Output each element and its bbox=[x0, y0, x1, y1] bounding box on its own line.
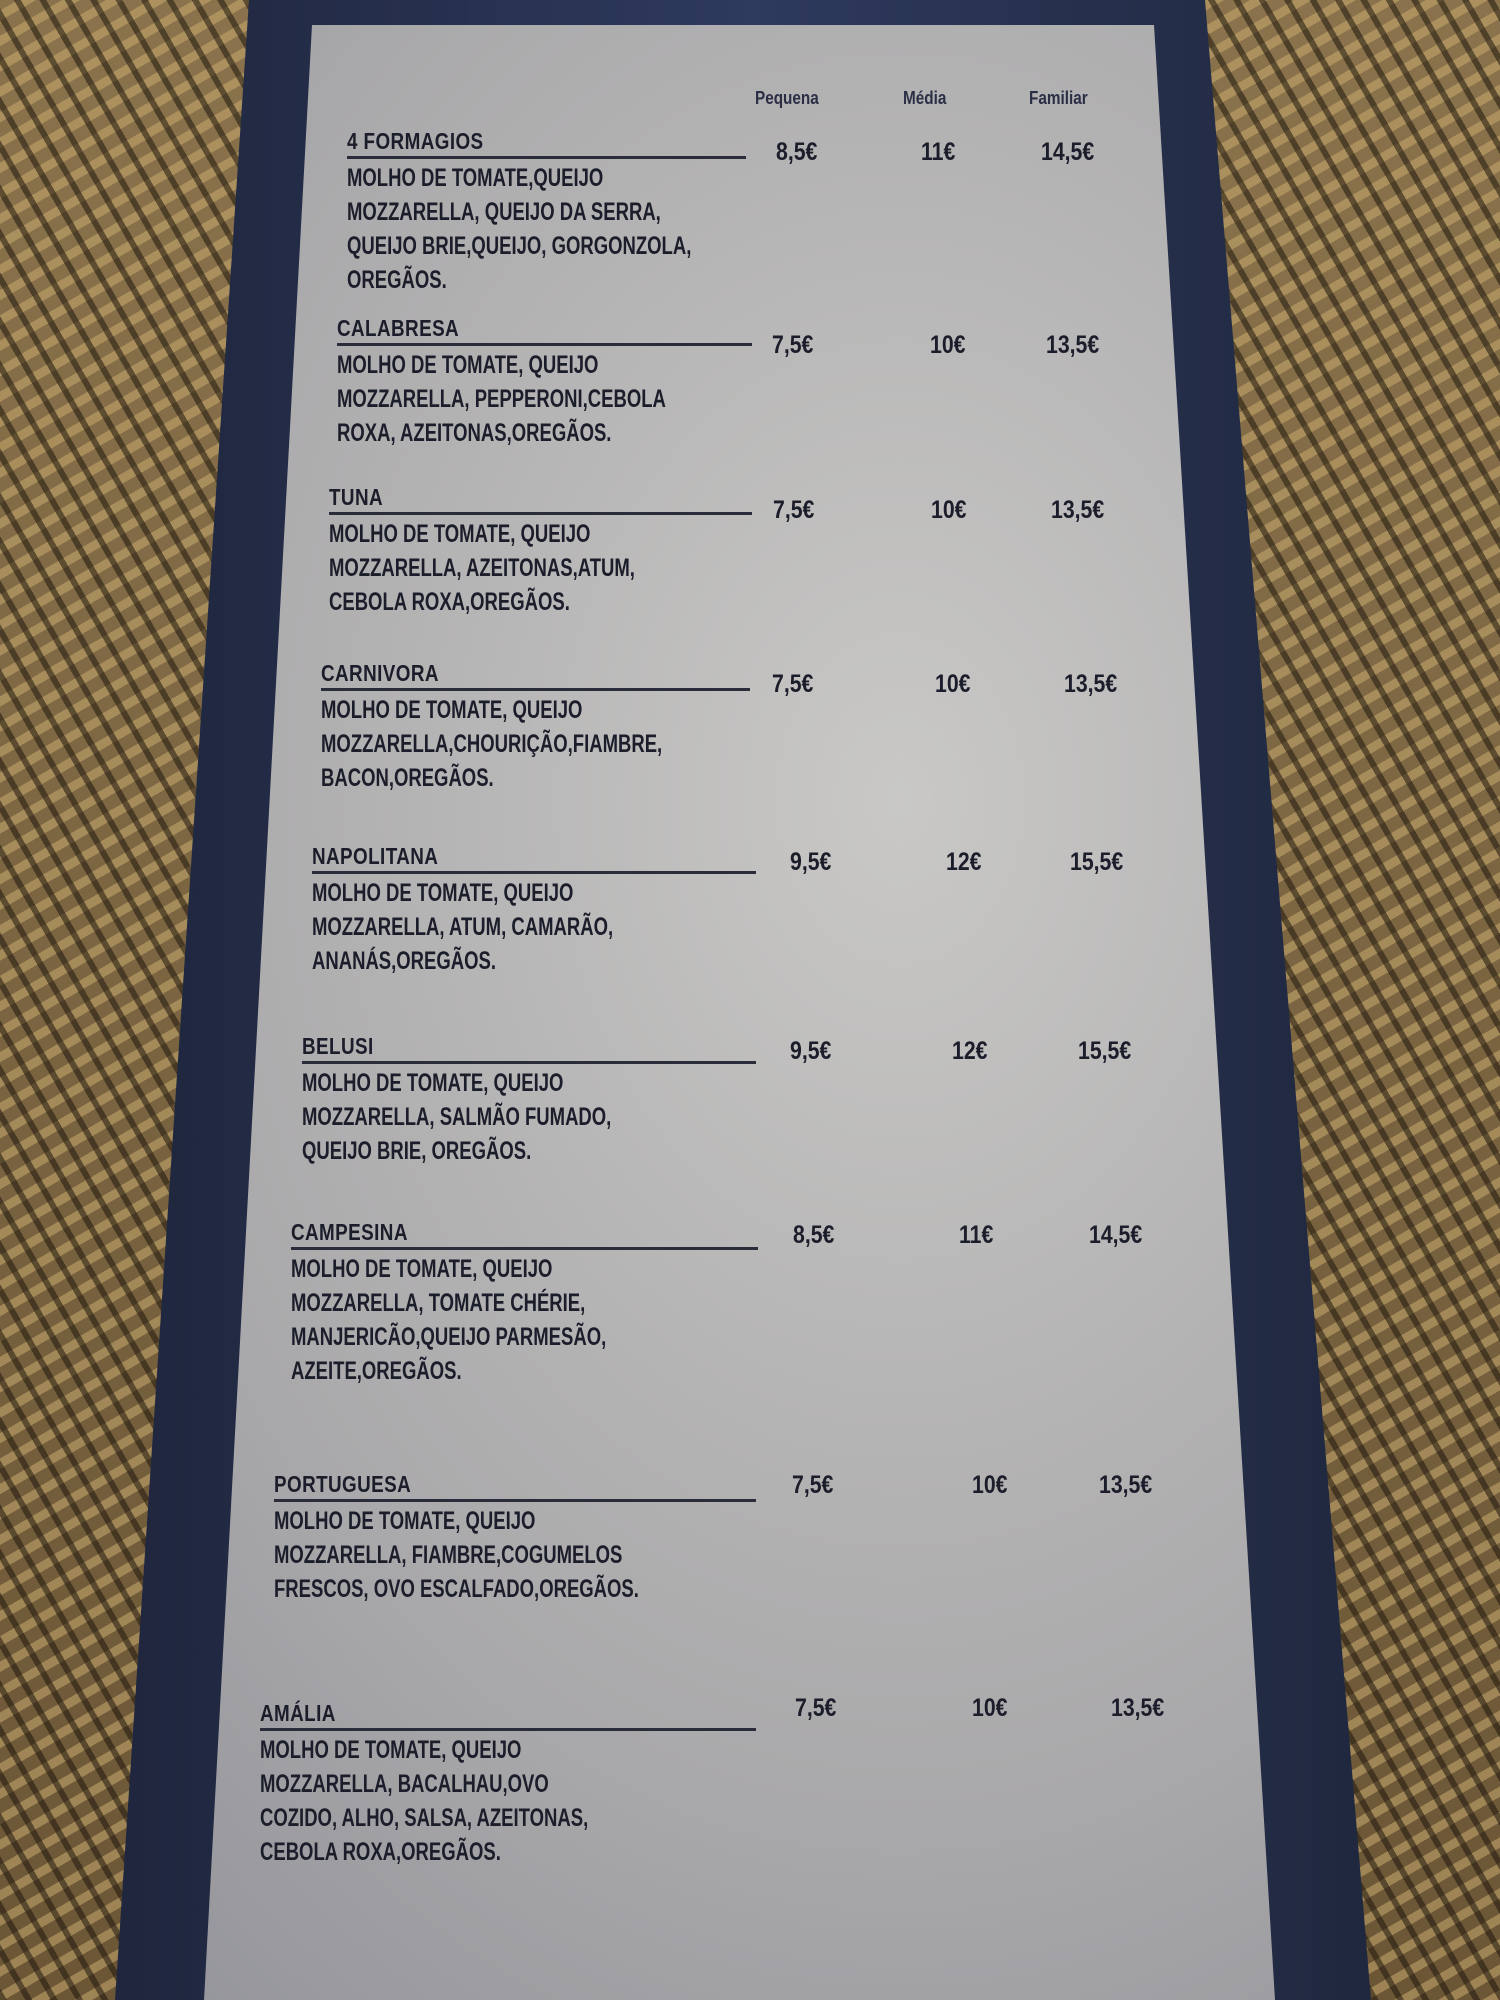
description-line: OREGÃOS. bbox=[347, 266, 447, 294]
description-line: MOLHO DE TOMATE, QUEIJO bbox=[274, 1507, 536, 1535]
description-line: ROXA, AZEITONAS,OREGÃOS. bbox=[337, 419, 612, 447]
menu-item: NAPOLITANA MOLHO DE TOMATE, QUEIJO MOZZAR… bbox=[312, 843, 756, 978]
description-line: MOZZARELLA, TOMATE CHÉRIE, bbox=[291, 1289, 586, 1317]
menu-item: 4 FORMAGIOS MOLHO DE TOMATE,QUEIJO MOZZAR… bbox=[347, 128, 812, 297]
menu-item: PORTUGUESA MOLHO DE TOMATE, QUEIJO MOZZAR… bbox=[274, 1471, 767, 1606]
description-line: MOLHO DE TOMATE, QUEIJO bbox=[302, 1069, 564, 1097]
underline-divider bbox=[337, 343, 752, 346]
column-header-familiar: Familiar bbox=[1029, 88, 1088, 108]
underline-divider bbox=[274, 1499, 756, 1502]
item-description: MOLHO DE TOMATE, QUEIJO MOZZARELLA, PEPPE… bbox=[337, 348, 666, 450]
item-name: CALABRESA bbox=[337, 315, 460, 341]
description-line: MOZZARELLA, PEPPERONI,CEBOLA bbox=[337, 385, 666, 413]
price-familiar: 14,5€ bbox=[1089, 1221, 1143, 1249]
description-line: CEBOLA ROXA,OREGÃOS. bbox=[260, 1838, 501, 1866]
price-familiar: 15,5€ bbox=[1078, 1037, 1132, 1065]
price-pequena: 7,5€ bbox=[772, 331, 814, 359]
underline-divider bbox=[291, 1247, 758, 1250]
underline-divider bbox=[321, 688, 750, 691]
item-description: MOLHO DE TOMATE, QUEIJO MOZZARELLA, BACAL… bbox=[260, 1733, 627, 1869]
price-familiar: 15,5€ bbox=[1070, 848, 1124, 876]
item-name: CAMPESINA bbox=[291, 1219, 408, 1245]
item-name: BELUSI bbox=[302, 1033, 374, 1059]
item-description: MOLHO DE TOMATE, QUEIJO MOZZARELLA, AZEIT… bbox=[329, 517, 642, 619]
description-line: MOZZARELLA,CHOURIÇÃO,FIAMBRE, bbox=[321, 730, 663, 758]
price-familiar: 13,5€ bbox=[1111, 1694, 1165, 1722]
description-line: MOLHO DE TOMATE,QUEIJO bbox=[347, 164, 604, 192]
price-pequena: 7,5€ bbox=[772, 670, 814, 698]
item-description: MOLHO DE TOMATE, QUEIJO MOZZARELLA, TOMAT… bbox=[291, 1252, 637, 1388]
price-familiar: 13,5€ bbox=[1099, 1471, 1153, 1499]
item-name: NAPOLITANA bbox=[312, 843, 439, 869]
item-name: PORTUGUESA bbox=[274, 1471, 412, 1497]
description-line: MOZZARELLA, FIAMBRE,COGUMELOS bbox=[274, 1541, 623, 1569]
description-line: MOLHO DE TOMATE, QUEIJO bbox=[337, 351, 599, 379]
price-media: 10€ bbox=[931, 496, 967, 524]
price-media: 12€ bbox=[952, 1037, 988, 1065]
price-media: 11€ bbox=[959, 1221, 994, 1249]
description-line: CEBOLA ROXA,OREGÃOS. bbox=[329, 588, 570, 616]
price-pequena: 9,5€ bbox=[790, 1037, 832, 1065]
item-description: MOLHO DE TOMATE, QUEIJO MOZZARELLA, SALMÃ… bbox=[302, 1066, 638, 1168]
menu-item: AMÁLIA MOLHO DE TOMATE, QUEIJO MOZZARELLA… bbox=[260, 1700, 756, 1869]
description-line: MOLHO DE TOMATE, QUEIJO bbox=[312, 879, 574, 907]
description-line: QUEIJO BRIE,QUEIJO, GORGONZOLA, bbox=[347, 232, 692, 260]
price-pequena: 7,5€ bbox=[773, 496, 815, 524]
underline-divider bbox=[260, 1728, 756, 1731]
description-line: MOLHO DE TOMATE, QUEIJO bbox=[260, 1736, 522, 1764]
price-pequena: 7,5€ bbox=[795, 1694, 837, 1722]
menu-item: TUNA MOLHO DE TOMATE, QUEIJO MOZZARELLA, … bbox=[329, 484, 752, 619]
price-media: 12€ bbox=[946, 848, 982, 876]
price-media: 10€ bbox=[972, 1694, 1008, 1722]
menu-item: CAMPESINA MOLHO DE TOMATE, QUEIJO MOZZARE… bbox=[291, 1219, 758, 1388]
item-name: AMÁLIA bbox=[260, 1700, 336, 1726]
description-line: ANANÁS,OREGÃOS. bbox=[312, 947, 496, 975]
price-pequena: 7,5€ bbox=[792, 1471, 834, 1499]
price-media: 11€ bbox=[921, 138, 956, 166]
item-description: MOLHO DE TOMATE,QUEIJO MOZZARELLA, QUEIJO… bbox=[347, 161, 691, 297]
description-line: COZIDO, ALHO, SALSA, AZEITONAS, bbox=[260, 1804, 589, 1832]
column-header-media: Média bbox=[903, 88, 947, 108]
price-pequena: 8,5€ bbox=[793, 1221, 835, 1249]
menu-item: CARNIVORA MOLHO DE TOMATE, QUEIJO MOZZARE… bbox=[321, 660, 782, 795]
column-header-pequena: Pequena bbox=[755, 88, 819, 108]
item-name: 4 FORMAGIOS bbox=[347, 128, 484, 154]
item-name: CARNIVORA bbox=[321, 660, 439, 686]
description-line: MOZZARELLA, BACALHAU,OVO bbox=[260, 1770, 549, 1798]
price-familiar: 13,5€ bbox=[1064, 670, 1118, 698]
description-line: MOZZARELLA, QUEIJO DA SERRA, bbox=[347, 198, 661, 226]
item-description: MOLHO DE TOMATE, QUEIJO MOZZARELLA,CHOURI… bbox=[321, 693, 662, 795]
description-line: MANJERICÃO,QUEIJO PARMESÃO, bbox=[291, 1323, 607, 1351]
description-line: QUEIJO BRIE, OREGÃOS. bbox=[302, 1137, 532, 1165]
description-line: MOLHO DE TOMATE, QUEIJO bbox=[329, 520, 591, 548]
description-line: MOZZARELLA, ATUM, CAMARÃO, bbox=[312, 913, 614, 941]
item-description: MOLHO DE TOMATE, QUEIJO MOZZARELLA, FIAMB… bbox=[274, 1504, 639, 1606]
price-familiar: 14,5€ bbox=[1041, 138, 1095, 166]
price-media: 10€ bbox=[930, 331, 966, 359]
underline-divider bbox=[302, 1061, 756, 1064]
underline-divider bbox=[329, 512, 752, 515]
description-line: BACON,OREGÃOS. bbox=[321, 764, 494, 792]
price-pequena: 8,5€ bbox=[776, 138, 818, 166]
description-line: MOLHO DE TOMATE, QUEIJO bbox=[321, 696, 583, 724]
price-pequena: 9,5€ bbox=[790, 848, 832, 876]
underline-divider bbox=[312, 871, 756, 874]
item-name: TUNA bbox=[329, 484, 384, 510]
menu-item: CALABRESA MOLHO DE TOMATE, QUEIJO MOZZARE… bbox=[337, 315, 781, 450]
price-media: 10€ bbox=[935, 670, 971, 698]
price-media: 10€ bbox=[972, 1471, 1008, 1499]
price-familiar: 13,5€ bbox=[1051, 496, 1105, 524]
underline-divider bbox=[347, 156, 746, 159]
description-line: FRESCOS, OVO ESCALFADO,OREGÃOS. bbox=[274, 1575, 639, 1603]
item-description: MOLHO DE TOMATE, QUEIJO MOZZARELLA, ATUM,… bbox=[312, 876, 641, 978]
description-line: MOLHO DE TOMATE, QUEIJO bbox=[291, 1255, 553, 1283]
menu-item: BELUSI MOLHO DE TOMATE, QUEIJO MOZZARELLA… bbox=[302, 1033, 756, 1168]
description-line: MOZZARELLA, AZEITONAS,ATUM, bbox=[329, 554, 635, 582]
description-line: MOZZARELLA, SALMÃO FUMADO, bbox=[302, 1103, 612, 1131]
price-familiar: 13,5€ bbox=[1046, 331, 1100, 359]
description-line: AZEITE,OREGÃOS. bbox=[291, 1357, 462, 1385]
